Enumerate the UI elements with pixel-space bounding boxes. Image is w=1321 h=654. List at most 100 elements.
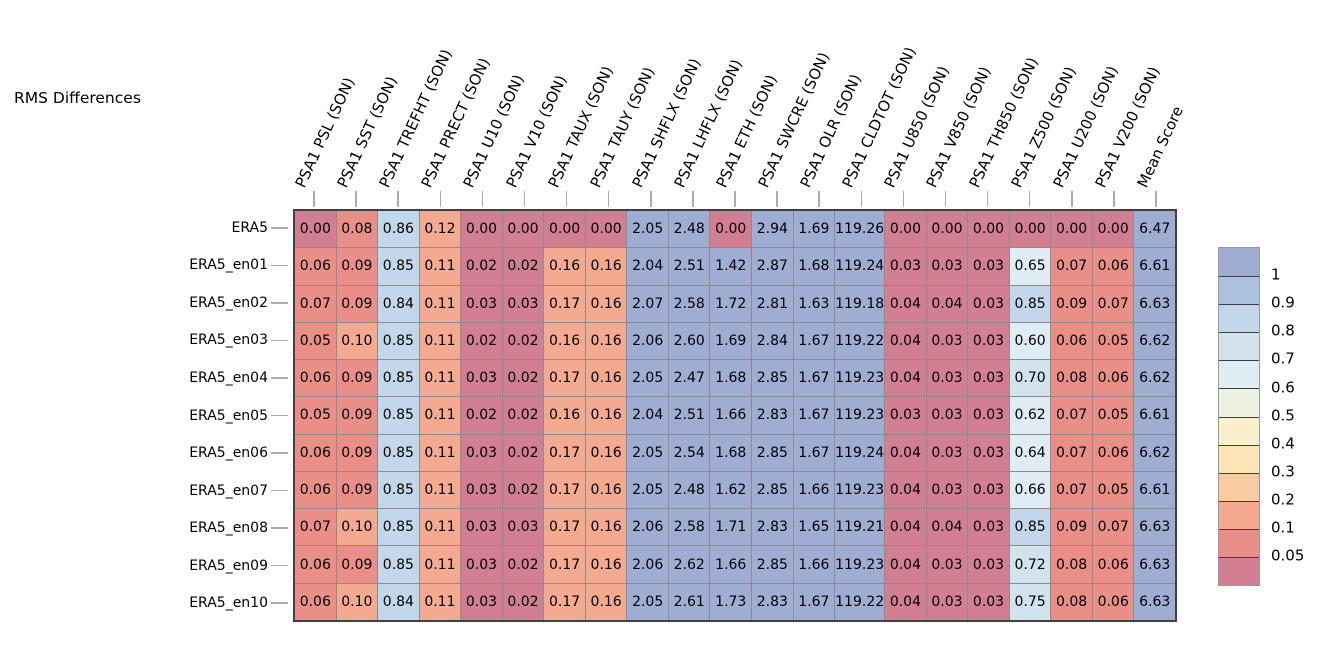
cell-value: 0.02 [507,407,539,424]
row-tick [271,414,288,417]
heatmap-cell: 1.67 [793,583,835,620]
cell-value: 0.09 [341,258,373,275]
heatmap-cell: 2.62 [668,546,710,583]
heatmap-cell: 2.06 [627,322,668,360]
legend-tick-label: 0.7 [1271,349,1295,368]
cell-value: 0.03 [972,295,1005,312]
heatmap-cell: 2.60 [668,322,710,360]
cell-value: 119.26 [835,221,885,238]
cell-value: 6.62 [1139,332,1171,349]
heatmap-cell: 119.26 [835,211,885,248]
cell-value: 0.09 [341,407,373,424]
heatmap-cell: 1.67 [793,434,835,471]
legend-tick-label: 0.6 [1271,378,1295,396]
heatmap-cell: 1.66 [793,471,835,509]
heatmap-cell: 0.10 [336,509,378,546]
heatmap-cell: 6.63 [1134,583,1175,620]
heatmap-cell: 2.87 [752,248,793,285]
heatmap-cell: 1.69 [710,322,752,360]
cell-value: 0.07 [299,519,331,536]
heatmap-cell: 0.11 [419,434,461,471]
cell-value: 0.66 [1014,482,1046,499]
row-tick [271,302,288,304]
heatmap-cell: 1.62 [710,471,752,509]
row-label: ERA5_en03 [189,332,268,349]
cell-value: 0.06 [299,444,331,461]
cell-value: 119.21 [835,519,885,536]
cell-value: 1.67 [798,593,830,610]
heatmap-cell: 6.63 [1134,509,1175,546]
cell-value: 1.66 [798,556,830,573]
heatmap-cell: 2.06 [627,546,668,583]
cell-value: 0.06 [299,482,331,499]
legend-swatch [1219,416,1259,445]
cell-value: 0.11 [424,444,456,461]
heatmap-cell: 0.02 [502,546,544,583]
cell-value: 0.00 [1056,221,1088,238]
cell-value: 0.04 [931,295,963,312]
cell-value: 0.03 [507,295,539,312]
column-tick [313,191,315,207]
cell-value: 0.00 [972,221,1005,238]
heatmap-cell: 6.61 [1134,471,1175,509]
cell-value: 0.00 [465,221,498,238]
cell-value: 2.06 [632,519,664,536]
heatmap-cell: 0.16 [544,322,585,360]
heatmap-cell: 0.03 [968,322,1009,360]
cell-value: 0.04 [931,519,963,536]
heatmap-cell: 1.67 [793,322,835,360]
heatmap-cell: 0.84 [378,285,419,322]
cell-value: 0.03 [972,407,1005,424]
cell-value: 0.05 [1097,407,1129,424]
row-tick [271,339,288,342]
heatmap-cell: 2.81 [752,285,793,322]
cell-value: 0.17 [548,482,581,499]
cell-value: 0.03 [465,519,498,536]
heatmap-cell: 0.17 [544,546,585,583]
cell-value: 0.07 [1097,519,1129,536]
cell-value: 0.85 [1014,295,1046,312]
cell-value: 2.06 [632,332,664,349]
heatmap-cell: 6.62 [1134,322,1175,360]
heatmap-cell: 119.23 [835,360,885,397]
heatmap-cell: 0.03 [926,397,968,434]
heatmap-cell: 6.61 [1134,397,1175,434]
legend-tick-label: 1 [1271,265,1281,284]
cell-value: 0.11 [424,593,456,610]
heatmap-cell: 2.07 [627,285,668,322]
cell-value: 0.11 [424,258,456,275]
heatmap-cell: 1.66 [710,397,752,434]
legend-tick-label: 0.05 [1271,546,1305,565]
row-tick [271,489,288,492]
cell-value: 0.00 [548,221,581,238]
legend-swatch [1219,388,1259,417]
cell-value: 0.10 [341,519,373,536]
column-tick [860,191,863,207]
cell-value: 0.05 [1097,482,1129,499]
cell-value: 0.85 [382,556,414,573]
cell-value: 2.06 [632,556,664,573]
heatmap-cell: 2.51 [668,248,710,285]
row-tick [271,264,288,267]
heatmap-cell: 0.02 [502,471,544,509]
cell-value: 0.17 [548,444,581,461]
column-tick [902,191,905,207]
heatmap-cell: 0.06 [295,546,336,583]
heatmap-cell: 0.03 [461,471,502,509]
heatmap-cell: 0.65 [1009,248,1051,285]
cell-value: 2.83 [756,519,788,536]
heatmap-cell: 6.62 [1134,360,1175,397]
cell-value: 0.03 [507,519,539,536]
cell-value: 2.85 [756,556,788,573]
cell-value: 0.03 [889,258,921,275]
heatmap-cell: 0.04 [926,509,968,546]
heatmap-cell: 2.94 [752,211,793,248]
cell-value: 0.06 [1097,258,1129,275]
column-tick [734,191,736,207]
heatmap-cell: 0.09 [336,248,378,285]
heatmap-cell: 2.05 [627,471,668,509]
heatmap-cell: 119.21 [835,509,885,546]
cell-value: 2.51 [673,258,705,275]
cell-value: 6.63 [1139,556,1171,573]
cell-value: 1.67 [798,407,830,424]
